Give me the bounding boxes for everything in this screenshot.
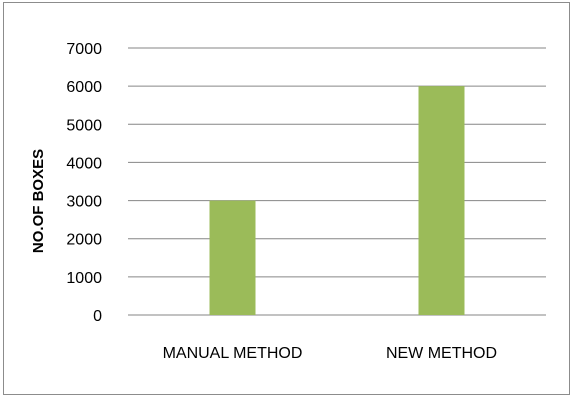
y-tick-label: 3000	[66, 194, 102, 211]
x-category-label: NEW METHOD	[386, 345, 497, 362]
y-tick-label: 5000	[66, 117, 102, 134]
chart-frame	[3, 2, 570, 395]
bars	[209, 86, 465, 316]
bar-new-method	[418, 86, 465, 316]
y-tick-label: 7000	[66, 41, 102, 58]
y-tick-label: 1000	[66, 270, 102, 287]
y-tick-labels: 0 1000 2000 3000 4000 5000 6000 7000	[66, 41, 102, 325]
bar-manual-method	[209, 200, 256, 315]
x-category-labels: MANUAL METHOD NEW METHOD	[163, 345, 497, 362]
y-tick-label: 2000	[66, 232, 102, 249]
gridlines	[128, 47, 546, 316]
y-axis-label: NO.OF BOXES	[30, 149, 47, 253]
y-tick-label: 6000	[66, 79, 102, 96]
y-tick-label: 4000	[66, 155, 102, 172]
y-tick-label: 0	[93, 308, 102, 325]
x-category-label: MANUAL METHOD	[163, 345, 303, 362]
